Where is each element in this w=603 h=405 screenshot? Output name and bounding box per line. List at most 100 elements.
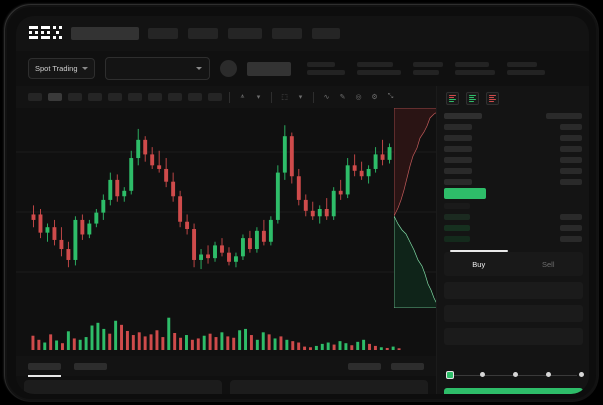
slider-handle[interactable] bbox=[446, 371, 454, 379]
order-book-ask-row[interactable] bbox=[444, 143, 582, 154]
app-screen: Spot Trading ⩚ ▾ ⬚ ▾ ∿ ✎ ◎ ⚙ ⤡ bbox=[16, 16, 589, 394]
trading-mode-button[interactable]: Spot Trading bbox=[28, 58, 95, 79]
ob-mode-both[interactable] bbox=[446, 92, 459, 105]
order-book-header[interactable] bbox=[444, 110, 582, 121]
trading-pair-select[interactable] bbox=[104, 57, 210, 80]
stat-value bbox=[306, 70, 345, 75]
nav-item-4[interactable] bbox=[272, 28, 302, 39]
top-navigation-bar bbox=[16, 16, 589, 51]
volume-histogram-svg bbox=[31, 317, 401, 350]
nav-item-2[interactable] bbox=[188, 28, 218, 39]
order-book-bid-row[interactable] bbox=[444, 222, 582, 233]
timeframe-button-4[interactable] bbox=[88, 93, 102, 101]
order-book-panel: Buy Sell bbox=[436, 86, 589, 394]
timeframe-button-9[interactable] bbox=[188, 93, 202, 101]
okx-logo-icon[interactable] bbox=[29, 26, 62, 41]
nav-item-5[interactable] bbox=[312, 28, 340, 39]
ob-mode-buy[interactable] bbox=[466, 92, 479, 105]
tab-buy[interactable]: Buy bbox=[444, 249, 514, 276]
order-book-bid-row[interactable] bbox=[444, 200, 582, 211]
ob-amount bbox=[560, 145, 582, 152]
order-book-ask-row[interactable] bbox=[444, 121, 582, 132]
coin-avatar bbox=[219, 60, 237, 77]
chart-type-chevron-icon[interactable]: ▾ bbox=[298, 94, 303, 101]
stat-24h-volume bbox=[506, 62, 545, 75]
bottom-action-1[interactable] bbox=[348, 362, 381, 370]
chart-tool-icons: ⩚ ▾ ⬚ ▾ ∿ ✎ ◎ ⚙ ⤡ bbox=[237, 91, 396, 103]
snapshot-camera-icon[interactable]: ◎ bbox=[355, 94, 362, 101]
place-buy-order-button[interactable] bbox=[444, 388, 583, 394]
timeframe-button-7[interactable] bbox=[148, 93, 162, 101]
depth-chart-overlay bbox=[394, 108, 439, 308]
timeframe-button-6[interactable] bbox=[128, 93, 142, 101]
line-tool-icon[interactable]: ∿ bbox=[323, 94, 330, 101]
ob-mode-sell[interactable] bbox=[486, 92, 499, 105]
bottom-tab-1[interactable] bbox=[28, 362, 61, 377]
ob-mode-bar bbox=[469, 94, 476, 96]
toolbar-divider bbox=[271, 91, 272, 103]
nav-item-3[interactable] bbox=[228, 28, 262, 39]
order-form-fields bbox=[444, 282, 583, 351]
order-book-bid-row[interactable] bbox=[444, 233, 582, 244]
bottom-panel-right[interactable] bbox=[230, 380, 428, 394]
stat-24h-high bbox=[412, 62, 443, 75]
settings-gear-icon[interactable]: ⚙ bbox=[371, 94, 378, 101]
timeframe-button-3[interactable] bbox=[68, 93, 82, 101]
nav-items bbox=[148, 28, 340, 39]
draw-pencil-icon[interactable]: ✎ bbox=[339, 94, 346, 101]
slider-step-5[interactable] bbox=[578, 372, 584, 377]
order-total-field[interactable] bbox=[444, 328, 583, 345]
timeframe-button-5[interactable] bbox=[108, 93, 122, 101]
ob-amount bbox=[546, 112, 582, 119]
order-book-ask-row[interactable] bbox=[444, 176, 582, 187]
timeframe-button-1[interactable] bbox=[28, 93, 42, 101]
pair-name-placeholder bbox=[246, 61, 291, 76]
slider-step-2[interactable] bbox=[480, 372, 486, 377]
device-frame: Spot Trading ⩚ ▾ ⬚ ▾ ∿ ✎ ◎ ⚙ ⤡ bbox=[5, 5, 598, 401]
ob-price bbox=[444, 156, 472, 163]
market-info-bar: Spot Trading bbox=[16, 51, 589, 86]
order-book-bid-row[interactable] bbox=[444, 211, 582, 222]
search-input[interactable] bbox=[71, 27, 139, 40]
ob-mode-bar bbox=[449, 96, 454, 98]
ob-mode-bar bbox=[489, 94, 496, 96]
nav-item-1[interactable] bbox=[148, 28, 178, 39]
order-book-ask-row[interactable] bbox=[444, 165, 582, 176]
timeframe-button-10[interactable] bbox=[208, 93, 222, 101]
ob-mode-bar bbox=[449, 99, 456, 101]
stat-label bbox=[506, 62, 537, 67]
stat-label bbox=[412, 62, 443, 67]
bottom-tab-2[interactable] bbox=[74, 362, 107, 370]
slider-step-3[interactable] bbox=[513, 372, 518, 377]
candlestick-chart[interactable] bbox=[16, 108, 436, 308]
order-price-field[interactable] bbox=[444, 282, 583, 299]
candlestick-chart-svg bbox=[16, 125, 436, 273]
tab-sell-label: Sell bbox=[541, 259, 555, 269]
order-book-ask-row[interactable] bbox=[444, 154, 582, 165]
stat-value bbox=[506, 70, 545, 75]
toolbar-divider bbox=[313, 91, 314, 103]
order-book-ask-row[interactable] bbox=[444, 132, 582, 143]
bottom-action-2[interactable] bbox=[391, 362, 424, 370]
order-book-rows[interactable] bbox=[437, 110, 589, 265]
order-amount-field[interactable] bbox=[444, 305, 583, 322]
bottom-panel-left[interactable] bbox=[24, 380, 222, 394]
chart-type-icon[interactable]: ⬚ bbox=[281, 94, 288, 101]
tab-sell[interactable]: Sell bbox=[514, 252, 584, 276]
slider-step-4[interactable] bbox=[545, 372, 551, 377]
depth-buy-area bbox=[394, 215, 439, 308]
ob-amount bbox=[560, 156, 582, 163]
ob-price bbox=[444, 235, 470, 242]
chart-toolbar: ⩚ ▾ ⬚ ▾ ∿ ✎ ◎ ⚙ ⤡ bbox=[16, 86, 436, 108]
timeframe-button-8[interactable] bbox=[168, 93, 182, 101]
market-stats bbox=[306, 62, 545, 75]
ob-last-price-row[interactable] bbox=[444, 188, 486, 199]
ob-mode-bar bbox=[449, 101, 454, 103]
trading-mode-label: Spot Trading bbox=[35, 64, 78, 73]
timeframe-button-2[interactable] bbox=[48, 93, 62, 101]
indicators-chevron-icon[interactable]: ▾ bbox=[256, 94, 261, 101]
amount-percent-slider[interactable] bbox=[446, 370, 584, 380]
indicators-icon[interactable]: ⩚ bbox=[240, 93, 245, 100]
tab-buy-label: Buy bbox=[472, 259, 486, 269]
fullscreen-icon[interactable]: ⤡ bbox=[387, 93, 394, 100]
